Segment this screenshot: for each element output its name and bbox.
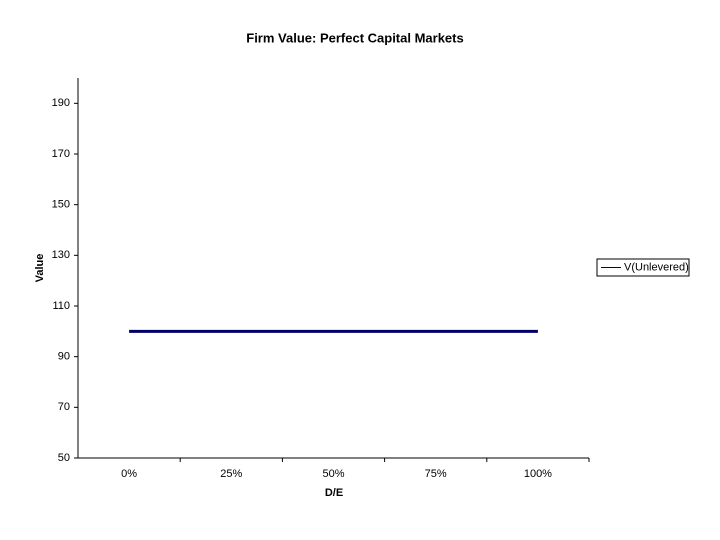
x-tick-label: 25% <box>220 468 242 480</box>
y-tick-label: 50 <box>58 452 70 464</box>
x-axis-title: D/E <box>325 487 343 499</box>
x-tick-label: 50% <box>322 468 344 480</box>
y-tick-label: 150 <box>52 199 70 211</box>
y-tick-label: 190 <box>52 97 70 109</box>
legend-label: V(Unlevered) <box>624 261 689 273</box>
y-tick-label: 110 <box>52 300 70 312</box>
x-tick-label: 0% <box>121 468 137 480</box>
y-axis-title: Value <box>34 254 46 283</box>
y-tick-label: 90 <box>58 351 70 363</box>
x-tick-label: 100% <box>524 468 552 480</box>
y-tick-label: 170 <box>52 148 70 160</box>
x-tick-label: 75% <box>425 468 447 480</box>
y-tick-label: 130 <box>52 249 70 261</box>
chart-title: Firm Value: Perfect Capital Markets <box>246 30 463 45</box>
legend-box <box>596 258 690 277</box>
y-tick-label: 70 <box>58 401 70 413</box>
